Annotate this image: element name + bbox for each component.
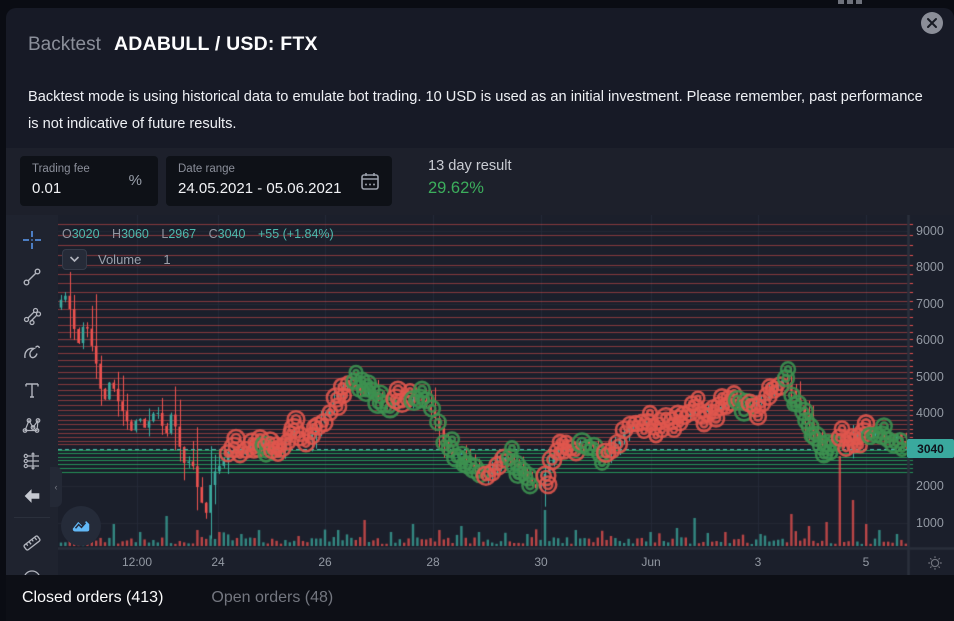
- trading-fee-label: Trading fee: [32, 163, 90, 175]
- axis-settings-icon: [926, 554, 944, 572]
- backtest-result: 13 day result 29.62%: [428, 158, 512, 198]
- drawing-toolbar: [6, 215, 58, 588]
- modal-title: Backtest: [28, 34, 101, 55]
- trading-fee-unit: %: [128, 172, 142, 189]
- price-tick-label: 4000: [916, 406, 944, 421]
- chevron-left-icon: ‹: [54, 482, 58, 492]
- clipped-page-content: [838, 0, 866, 4]
- close-icon: [926, 17, 938, 29]
- tradingview-logo-icon: [70, 515, 92, 537]
- trend-line-icon[interactable]: [14, 261, 50, 293]
- time-tick-label: 24: [211, 555, 225, 569]
- gann-fib-icon[interactable]: [14, 299, 50, 331]
- price-chart-canvas[interactable]: [58, 215, 954, 575]
- controls-row: Trading fee 0.01 % Date range 24.05.2021…: [6, 148, 954, 215]
- back-arrow-icon[interactable]: [14, 480, 50, 512]
- last-price-badge: 3040: [907, 439, 954, 458]
- price-tick-label: 9000: [916, 223, 944, 238]
- calendar-icon: [358, 169, 382, 193]
- price-tick-label: 8000: [916, 260, 944, 275]
- date-range-value: 24.05.2021 - 05.06.2021: [178, 180, 342, 197]
- close-button[interactable]: [921, 12, 943, 34]
- pair-symbol: ADABULL / USD: FTX: [114, 33, 318, 55]
- price-change: +55 (+1.84%): [257, 227, 334, 241]
- trading-fee-value: 0.01: [32, 180, 62, 197]
- time-tick-label: 26: [318, 555, 332, 569]
- forecast-icon[interactable]: [14, 445, 50, 477]
- toolbar-collapse-handle[interactable]: ‹: [50, 467, 62, 507]
- tradingview-logo[interactable]: [61, 506, 101, 546]
- price-tick-label: 7000: [916, 296, 944, 311]
- result-value: 29.62%: [428, 179, 484, 197]
- orders-tabbar: Closed orders (413) Open orders (48): [6, 575, 954, 621]
- time-tick-label: 12:00: [121, 555, 153, 569]
- volume-indicator-row: Volume 1: [62, 248, 171, 270]
- time-tick-label: 28: [426, 555, 440, 569]
- toolbar-divider: [14, 517, 50, 518]
- text-icon[interactable]: [14, 374, 50, 406]
- chart-area: ‹ O3020 H3060 L2967 C3040 +55 (+1.84%) V…: [6, 215, 954, 588]
- price-tick-label: 2000: [916, 479, 944, 494]
- time-tick-label: 5: [862, 555, 870, 569]
- indicator-param: 1: [163, 251, 171, 267]
- date-range-field[interactable]: Date range 24.05.2021 - 05.06.2021: [166, 156, 392, 206]
- xabcd-pattern-icon[interactable]: [14, 410, 50, 442]
- brush-icon[interactable]: [14, 336, 50, 368]
- result-label: 13 day result: [428, 158, 512, 174]
- page-background-strip: [0, 0, 954, 8]
- tab-open-orders[interactable]: Open orders (48): [211, 589, 334, 606]
- time-tick-label: Jun: [641, 555, 661, 569]
- axis-settings-button[interactable]: [922, 553, 948, 573]
- price-tick-label: 5000: [916, 369, 944, 384]
- crosshair-icon[interactable]: [14, 224, 50, 256]
- tab-closed-orders[interactable]: Closed orders (413): [22, 589, 164, 606]
- indicator-name: Volume: [98, 251, 142, 267]
- ohlc-legend: O3020 H3060 L2967 C3040 +55 (+1.84%): [62, 227, 334, 241]
- indicator-dropdown-button[interactable]: [62, 248, 87, 270]
- trading-fee-field[interactable]: Trading fee 0.01 %: [20, 156, 158, 206]
- ruler-icon[interactable]: [14, 527, 50, 559]
- backtest-description: Backtest mode is using historical data t…: [28, 89, 923, 132]
- chevron-down-icon: [69, 255, 80, 263]
- price-tick-label: 1000: [916, 515, 944, 530]
- price-tick-label: 6000: [916, 333, 944, 348]
- time-tick-label: 3: [754, 555, 762, 569]
- backtest-modal: Backtest ADABULL / USD: FTX Backtest mod…: [6, 8, 954, 621]
- time-tick-label: 30: [534, 555, 548, 569]
- date-range-label: Date range: [178, 163, 235, 175]
